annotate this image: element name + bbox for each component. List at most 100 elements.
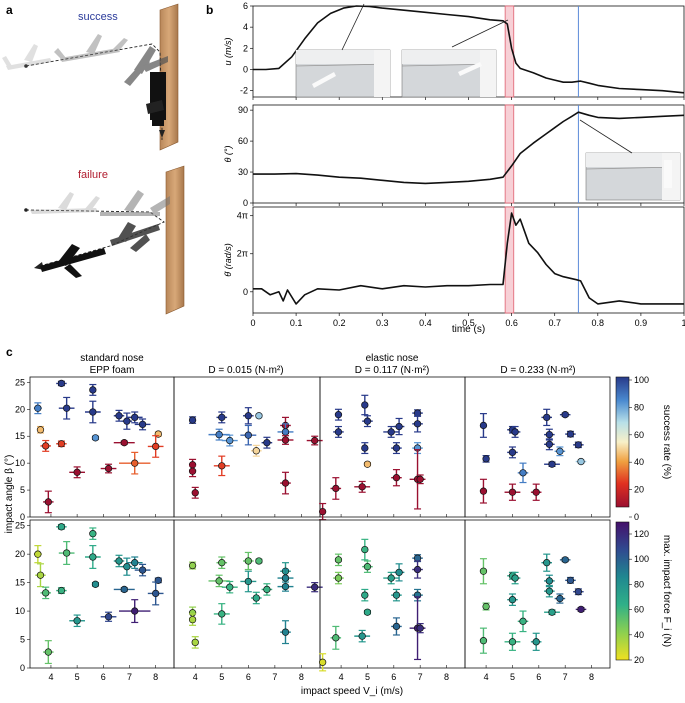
- point-marker: [138, 566, 147, 574]
- data-point: [330, 477, 342, 500]
- point-marker: [218, 413, 226, 422]
- data-point: [89, 383, 97, 396]
- point-marker: [252, 447, 260, 455]
- point-marker: [89, 553, 97, 561]
- x-tick-label: 7: [127, 672, 132, 682]
- colorbar-success: 0 20 40 60 80 100 success rate (%): [615, 375, 672, 522]
- point-marker: [152, 589, 160, 598]
- x-tick-label: 6: [536, 672, 541, 682]
- colorbar-tick-label: 0: [634, 512, 639, 522]
- timeseries-pitch: 0 30 60 90 θ (°): [223, 104, 685, 208]
- data-point: [250, 444, 262, 457]
- point-marker: [332, 484, 340, 493]
- point-marker: [255, 412, 263, 420]
- data-point: [361, 442, 369, 455]
- data-point: [280, 471, 291, 495]
- data-point: [554, 446, 566, 457]
- point-marker: [188, 615, 197, 624]
- trajectory-arrow-icon: [159, 130, 165, 138]
- x-tick-label: 6: [391, 672, 396, 682]
- data-point: [221, 434, 238, 447]
- data-point: [507, 446, 518, 459]
- data-point: [69, 614, 85, 628]
- col-title-4-line2: D = 0.233 (N·m²): [500, 365, 575, 376]
- point-marker: [226, 583, 234, 591]
- panel-c: c standard nose EPP foam D = 0.015 (N·m²…: [4, 345, 672, 697]
- point-marker: [545, 577, 554, 585]
- panel-c-plots: 0 5 10 15 20 25 4 5 6 7 8 0 5 10 15 20 25 4 5 6 7 8 4 5 6 7 8 4 5 6 7 8: [15, 376, 611, 682]
- x-tick-label: 0.7: [548, 318, 561, 328]
- data-point: [391, 617, 402, 636]
- point-marker: [281, 574, 290, 582]
- glider-success-4: [146, 72, 166, 126]
- data-point: [188, 416, 197, 424]
- data-point: [208, 428, 230, 441]
- x-tick-label: 4: [48, 672, 53, 682]
- point-marker: [218, 462, 226, 470]
- point-marker: [218, 610, 226, 618]
- timeseries-speed: -2 0 2 4 6 u (m/s): [223, 1, 685, 100]
- data-point: [530, 632, 542, 651]
- point-marker: [123, 417, 131, 425]
- data-point: [280, 620, 291, 645]
- data-point: [58, 541, 75, 566]
- point-marker: [392, 444, 401, 452]
- point-marker: [574, 588, 583, 596]
- scatter-c-d117-force: 4 5 6 7 8: [318, 519, 466, 682]
- inset-photo-1: [295, 49, 391, 98]
- point-marker: [416, 624, 424, 632]
- data-point: [43, 490, 54, 514]
- point-marker: [188, 416, 197, 424]
- data-point: [361, 538, 369, 561]
- data-point: [243, 551, 254, 571]
- point-marker: [548, 460, 556, 468]
- x-tick-label: 0.5: [462, 318, 475, 328]
- point-marker: [334, 556, 343, 564]
- x-tick-label: 0.9: [635, 318, 648, 328]
- data-point: [362, 415, 373, 428]
- data-point: [391, 469, 402, 487]
- col-title-1-line1: standard nose: [80, 353, 144, 364]
- point-marker: [120, 439, 128, 447]
- point-marker: [479, 567, 488, 575]
- panel-b-label: b: [206, 3, 213, 17]
- data-point: [504, 632, 521, 651]
- colorbar-success-label: success rate (%): [661, 405, 672, 479]
- data-point: [412, 560, 423, 579]
- data-point: [255, 412, 263, 420]
- point-marker: [361, 545, 369, 554]
- point-marker: [508, 448, 517, 457]
- data-point: [84, 545, 101, 569]
- data-point: [479, 627, 488, 654]
- data-point: [391, 442, 402, 455]
- panel-a-label: a: [6, 3, 13, 17]
- point-marker: [561, 556, 569, 564]
- point-marker: [519, 469, 527, 477]
- series-line: [253, 212, 684, 305]
- y-tick-label: 5: [20, 485, 25, 495]
- y-tick-label: 25: [15, 521, 25, 531]
- data-point: [565, 576, 576, 584]
- point-marker: [34, 550, 42, 558]
- point-marker: [361, 401, 369, 409]
- point-marker: [57, 586, 66, 595]
- point-marker: [244, 577, 252, 586]
- point-marker: [543, 559, 551, 567]
- scatter-c-d233-success: [464, 376, 611, 518]
- data-point: [243, 407, 254, 425]
- data-point: [43, 640, 54, 665]
- point-marker: [395, 568, 403, 577]
- data-point: [330, 625, 342, 650]
- data-point: [509, 571, 521, 585]
- series-line: [253, 111, 685, 185]
- data-point: [383, 571, 400, 585]
- data-point: [35, 563, 46, 588]
- x-tick-label: 0.8: [592, 318, 605, 328]
- point-marker: [215, 577, 223, 585]
- plot-frame: [464, 519, 611, 669]
- point-marker: [115, 412, 123, 420]
- point-marker: [91, 580, 100, 588]
- point-marker: [244, 557, 252, 565]
- point-marker: [115, 557, 123, 565]
- data-point: [255, 557, 263, 565]
